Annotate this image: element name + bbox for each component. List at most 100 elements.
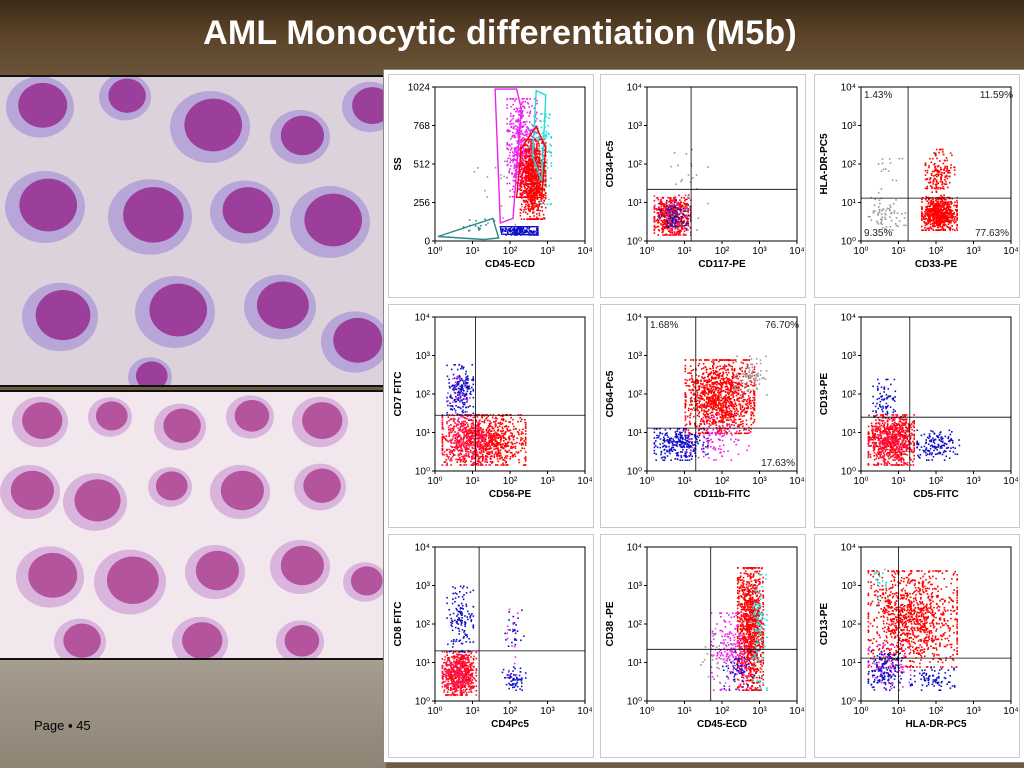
- cell-nucleus: [123, 187, 184, 243]
- data-point: [687, 220, 689, 222]
- data-point: [481, 451, 483, 454]
- data-point: [464, 430, 467, 432]
- data-point: [514, 445, 517, 448]
- data-point: [548, 198, 550, 201]
- data-point: [485, 455, 487, 457]
- data-point: [454, 440, 456, 442]
- data-point: [455, 434, 457, 436]
- data-point: [504, 160, 506, 163]
- data-point: [943, 172, 946, 174]
- data-point: [500, 446, 503, 449]
- data-point: [452, 373, 455, 376]
- data-point: [499, 442, 501, 444]
- data-point: [479, 464, 482, 466]
- y-tick-label: 10⁰: [841, 237, 856, 248]
- data-point: [950, 219, 953, 222]
- data-point: [481, 443, 483, 446]
- data-point: [543, 155, 545, 157]
- data-point: [514, 455, 517, 458]
- data-point: [453, 377, 456, 379]
- data-point: [460, 430, 463, 432]
- data-point: [499, 456, 501, 458]
- data-point: [936, 165, 939, 168]
- data-point: [661, 202, 663, 205]
- data-point: [541, 197, 544, 200]
- data-point: [499, 434, 501, 437]
- data-point: [510, 165, 512, 167]
- data-point: [482, 464, 484, 466]
- data-point: [462, 367, 464, 370]
- data-point: [525, 199, 528, 202]
- gate-region: [499, 225, 539, 236]
- data-point: [937, 205, 939, 208]
- data-point: [445, 453, 448, 456]
- data-point: [519, 163, 522, 165]
- data-point: [877, 206, 880, 208]
- data-point: [455, 385, 457, 388]
- data-point: [685, 217, 688, 219]
- data-point: [445, 464, 448, 466]
- data-point: [526, 111, 529, 114]
- data-point: [519, 145, 522, 147]
- data-point: [441, 449, 444, 452]
- data-point: [479, 461, 481, 463]
- data-point: [445, 459, 448, 461]
- data-point: [483, 436, 486, 439]
- data-point: [491, 439, 493, 441]
- data-point: [522, 443, 525, 446]
- data-point: [458, 429, 460, 431]
- data-point: [452, 419, 455, 422]
- data-point: [954, 209, 957, 211]
- data-point: [661, 203, 664, 206]
- data-point: [447, 440, 449, 443]
- data-point: [481, 420, 483, 423]
- data-point: [519, 111, 521, 113]
- data-point: [496, 443, 498, 445]
- data-point: [945, 208, 948, 210]
- data-point: [935, 190, 938, 193]
- data-point: [459, 441, 461, 444]
- data-point: [524, 123, 526, 126]
- data-point: [442, 453, 444, 456]
- data-point: [664, 208, 667, 211]
- data-point: [695, 188, 698, 190]
- data-point: [472, 422, 474, 424]
- data-point: [932, 198, 934, 201]
- data-point: [469, 415, 472, 417]
- cell-nucleus: [350, 566, 383, 596]
- data-point: [473, 171, 476, 173]
- data-point: [514, 447, 517, 450]
- data-point: [947, 205, 949, 208]
- data-point: [472, 396, 475, 399]
- data-point: [512, 195, 514, 198]
- data-point: [517, 131, 519, 134]
- data-point: [939, 180, 942, 183]
- data-point: [670, 207, 672, 210]
- data-point: [951, 202, 953, 204]
- data-point: [935, 215, 937, 218]
- data-point: [675, 220, 678, 222]
- data-point: [528, 121, 531, 123]
- data-point: [537, 161, 539, 163]
- data-point: [540, 164, 543, 167]
- data-point: [939, 166, 942, 169]
- data-point: [674, 232, 677, 235]
- data-point: [537, 182, 540, 184]
- data-point: [455, 395, 457, 398]
- data-point: [460, 445, 462, 448]
- data-point: [529, 167, 532, 169]
- data-point: [499, 449, 502, 452]
- data-point: [461, 385, 464, 387]
- data-point: [520, 449, 522, 452]
- data-point: [530, 143, 532, 145]
- data-point: [460, 425, 463, 427]
- data-point: [682, 202, 685, 204]
- data-point: [682, 213, 685, 216]
- data-point: [458, 393, 461, 396]
- data-point: [943, 206, 945, 208]
- data-point: [660, 209, 662, 212]
- data-point: [665, 234, 667, 236]
- data-point: [513, 176, 515, 178]
- data-point: [530, 141, 532, 143]
- data-point: [528, 205, 530, 208]
